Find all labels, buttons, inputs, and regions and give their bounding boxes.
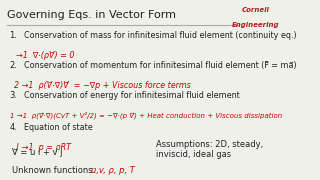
Text: V⃗ = u i + v j: V⃗ = u i + v j [12,148,63,157]
Text: 2 →1  ρ(V⃗⋅∇)V⃗  = −∇p + Viscous force terms: 2 →1 ρ(V⃗⋅∇)V⃗ = −∇p + Viscous force ter… [14,81,190,90]
Text: 3.: 3. [10,91,18,100]
Text: 2.: 2. [10,61,17,70]
Text: 1.: 1. [10,31,17,40]
Text: 4.: 4. [10,123,17,132]
Text: ! →1  p = ρRT: ! →1 p = ρRT [16,143,71,152]
Text: 1 →1  ρ(V⃗⋅∇)(CvT + V²/2) = −∇⋅(p V⃗) + Heat conduction + Viscous dissipation: 1 →1 ρ(V⃗⋅∇)(CvT + V²/2) = −∇⋅(p V⃗) + H… [10,111,282,119]
Text: Conservation of mass for infinitesimal fluid element (continuity eq.): Conservation of mass for infinitesimal f… [24,31,297,40]
Text: Conservation of momentum for infinitesimal fluid element (F⃗ = ma⃗): Conservation of momentum for infinitesim… [24,61,297,70]
Text: Cornell: Cornell [241,7,269,13]
Text: →1  ∇⋅(ρV⃗) = 0: →1 ∇⋅(ρV⃗) = 0 [16,51,75,60]
Text: Equation of state: Equation of state [24,123,93,132]
Text: Assumptions: 2D, steady,
inviscid, ideal gas: Assumptions: 2D, steady, inviscid, ideal… [156,140,263,159]
Text: Unknown functions:: Unknown functions: [12,166,96,175]
Text: Conservation of energy for infinitesimal fluid element: Conservation of energy for infinitesimal… [24,91,240,100]
Text: Governing Eqs. in Vector Form: Governing Eqs. in Vector Form [7,10,176,20]
Text: u,v, ρ, p, T: u,v, ρ, p, T [91,166,135,175]
Text: Engineering: Engineering [231,22,279,28]
